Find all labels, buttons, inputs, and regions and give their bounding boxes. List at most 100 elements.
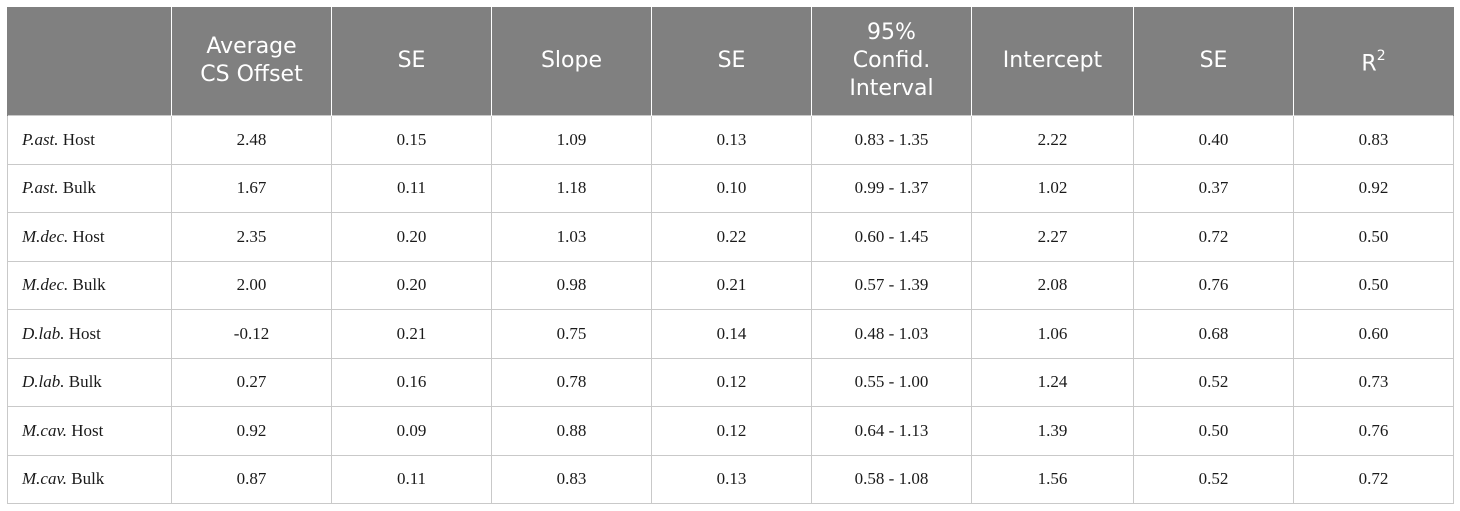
row-label-cell: P.ast. Host [7,115,172,165]
cell-confidence-interval: 0.83 - 1.35 [811,115,972,165]
cell-intercept: 2.22 [971,115,1134,165]
cell-se-offset: 0.11 [331,454,492,504]
cell-slope: 1.18 [491,163,652,213]
table-row: M.cav. Bulk 0.87 0.11 0.83 0.13 0.58 - 1.08 1.… [7,454,1454,504]
species-name: M.cav. [22,469,67,489]
cell-se-slope: 0.21 [651,260,812,310]
table-body: P.ast. Host 2.48 0.15 1.09 0.13 0.83 - 1.35 2.… [7,115,1454,504]
table-row: P.ast. Bulk 1.67 0.11 1.18 0.10 0.99 - 1.37 1.… [7,163,1454,213]
table-row: M.dec. Host 2.35 0.20 1.03 0.22 0.60 - 1.45 2.… [7,212,1454,262]
cell-r-squared: 0.50 [1293,260,1454,310]
cell-confidence-interval: 0.60 - 1.45 [811,212,972,262]
cell-average-cs-offset: 0.87 [171,454,332,504]
cell-confidence-interval: 0.58 - 1.08 [811,454,972,504]
row-label-cell: D.lab. Bulk [7,357,172,407]
table-row: D.lab. Host -0.12 0.21 0.75 0.14 0.48 - 1.03 1… [7,309,1454,359]
header-row: Average CS Offset SE Slope SE 95% Confid… [7,7,1454,116]
cell-se-slope: 0.22 [651,212,812,262]
header-average-cs-offset: Average CS Offset [171,7,332,116]
row-label-cell: M.dec. Bulk [7,260,172,310]
cell-se-offset: 0.16 [331,357,492,407]
cell-intercept: 1.39 [971,406,1134,456]
cell-se-intercept: 0.72 [1133,212,1294,262]
cell-average-cs-offset: 2.48 [171,115,332,165]
cell-se-slope: 0.12 [651,406,812,456]
header-se-offset: SE [331,7,492,116]
cell-se-intercept: 0.52 [1133,357,1294,407]
cell-se-offset: 0.15 [331,115,492,165]
cell-intercept: 2.08 [971,260,1134,310]
cell-slope: 0.78 [491,357,652,407]
cell-average-cs-offset: 0.92 [171,406,332,456]
cell-se-intercept: 0.52 [1133,454,1294,504]
species-name: M.dec. [22,226,69,246]
cell-slope: 1.03 [491,212,652,262]
sample-type: Host [68,323,101,343]
cell-slope: 0.88 [491,406,652,456]
header-se-slope: SE [651,7,812,116]
cell-r-squared: 0.73 [1293,357,1454,407]
header-slope: Slope [491,7,652,116]
cell-r-squared: 0.83 [1293,115,1454,165]
sample-type: Bulk [68,372,102,392]
species-name: M.dec. [22,275,69,295]
row-label-cell: M.dec. Host [7,212,172,262]
cell-se-offset: 0.11 [331,163,492,213]
sample-type: Host [71,420,104,440]
cell-se-intercept: 0.40 [1133,115,1294,165]
cell-se-slope: 0.14 [651,309,812,359]
cell-se-offset: 0.20 [331,212,492,262]
cell-confidence-interval: 0.57 - 1.39 [811,260,972,310]
cell-se-offset: 0.09 [331,406,492,456]
row-label-cell: M.cav. Host [7,406,172,456]
table-row: P.ast. Host 2.48 0.15 1.09 0.13 0.83 - 1.35 2.… [7,115,1454,165]
cell-se-intercept: 0.68 [1133,309,1294,359]
table-row: M.dec. Bulk 2.00 0.20 0.98 0.21 0.57 - 1.39 2.… [7,260,1454,310]
header-se-intercept: SE [1133,7,1294,116]
cell-confidence-interval: 0.99 - 1.37 [811,163,972,213]
species-name: P.ast. [22,129,59,149]
sample-type: Bulk [62,178,96,198]
cell-slope: 0.98 [491,260,652,310]
cell-intercept: 1.24 [971,357,1134,407]
species-name: D.lab. [22,372,65,392]
cell-se-offset: 0.21 [331,309,492,359]
table-row: D.lab. Bulk 0.27 0.16 0.78 0.12 0.55 - 1.00 1.… [7,357,1454,407]
row-label-cell: P.ast. Bulk [7,163,172,213]
cell-se-offset: 0.20 [331,260,492,310]
cell-average-cs-offset: -0.12 [171,309,332,359]
cell-confidence-interval: 0.55 - 1.00 [811,357,972,407]
sample-type: Bulk [72,275,106,295]
results-table: Average CS Offset SE Slope SE 95% Confid… [7,7,1454,504]
header-intercept: Intercept [971,7,1134,116]
cell-se-slope: 0.13 [651,454,812,504]
sample-type: Host [72,226,105,246]
cell-slope: 0.83 [491,454,652,504]
species-name: D.lab. [22,323,65,343]
cell-intercept: 1.06 [971,309,1134,359]
cell-intercept: 1.02 [971,163,1134,213]
cell-average-cs-offset: 2.00 [171,260,332,310]
cell-confidence-interval: 0.64 - 1.13 [811,406,972,456]
table-row: M.cav. Host 0.92 0.09 0.88 0.12 0.64 - 1.13 1.… [7,406,1454,456]
cell-se-slope: 0.10 [651,163,812,213]
cell-se-slope: 0.13 [651,115,812,165]
cell-r-squared: 0.50 [1293,212,1454,262]
cell-average-cs-offset: 2.35 [171,212,332,262]
cell-se-slope: 0.12 [651,357,812,407]
cell-average-cs-offset: 0.27 [171,357,332,407]
sample-type: Bulk [71,469,105,489]
cell-se-intercept: 0.76 [1133,260,1294,310]
sample-type: Host [62,129,95,149]
header-confidence-interval: 95% Confid. Interval [811,7,972,116]
cell-intercept: 2.27 [971,212,1134,262]
cell-se-intercept: 0.50 [1133,406,1294,456]
superscript: 2 [1376,47,1386,64]
row-label-cell: M.cav. Bulk [7,454,172,504]
species-name: M.cav. [22,420,67,440]
cell-r-squared: 0.92 [1293,163,1454,213]
header-r-squared: R2 [1293,7,1454,116]
cell-average-cs-offset: 1.67 [171,163,332,213]
cell-intercept: 1.56 [971,454,1134,504]
species-name: P.ast. [22,178,59,198]
